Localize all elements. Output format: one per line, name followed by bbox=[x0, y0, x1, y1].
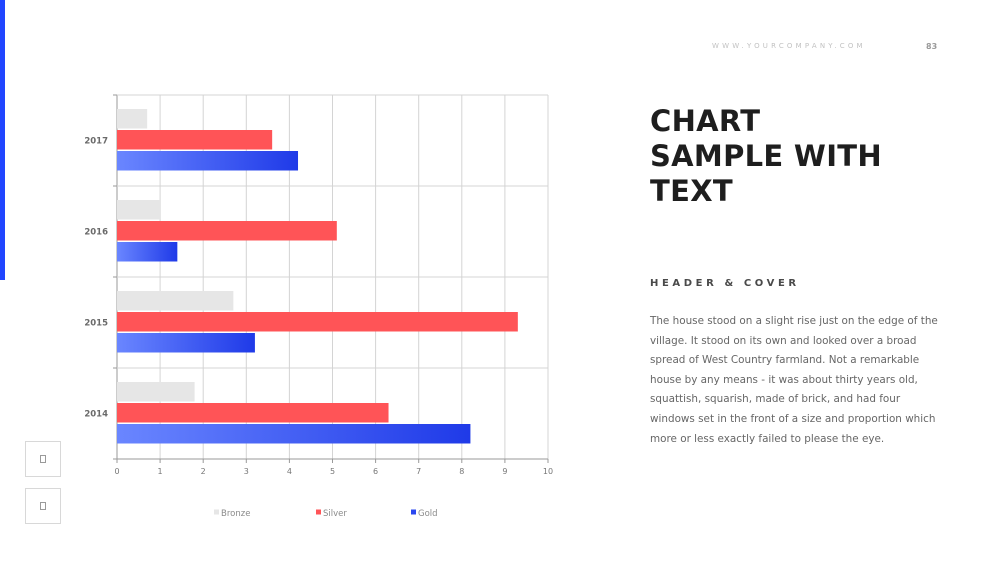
y-category-label: 2014 bbox=[84, 410, 108, 420]
legend-swatch-silver bbox=[316, 509, 321, 515]
x-tick-label: 6 bbox=[373, 467, 378, 476]
legend-label-bronze: Bronze bbox=[221, 509, 250, 519]
placeholder-icon bbox=[40, 455, 46, 463]
bar-chart: 0 1 2 3 4 5 6 7 8 9 10 2017 2016 2015 2014 Bronze Silve… bbox=[84, 94, 553, 519]
page-number: 83 bbox=[926, 42, 938, 51]
legend-swatch-bronze bbox=[214, 509, 219, 515]
slide-title: CHART SAMPLE WITH TEXT bbox=[650, 104, 950, 209]
section-header: HEADER & COVER bbox=[650, 278, 800, 289]
bar-bronze-2016 bbox=[117, 200, 161, 220]
x-tick-label: 10 bbox=[543, 467, 553, 476]
x-tick-label: 4 bbox=[287, 467, 292, 476]
bar-gold-2016 bbox=[117, 242, 178, 262]
bar-bronze-2014 bbox=[117, 382, 195, 402]
next-slide-button[interactable] bbox=[25, 488, 61, 524]
x-tick-label: 0 bbox=[114, 467, 119, 476]
x-tick-label: 5 bbox=[330, 467, 335, 476]
bar-silver-2014 bbox=[117, 403, 389, 423]
bar-gold-2017 bbox=[117, 151, 299, 171]
title-line-3: TEXT bbox=[650, 174, 733, 208]
bar-bronze-2017 bbox=[117, 109, 148, 129]
y-category-label: 2017 bbox=[84, 137, 108, 147]
legend-label-gold: Gold bbox=[418, 509, 438, 519]
legend-label-silver: Silver bbox=[323, 509, 347, 519]
bar-gold-2014 bbox=[117, 424, 471, 444]
body-paragraph: The house stood on a slight rise just on… bbox=[650, 315, 938, 445]
title-line-1: CHART bbox=[650, 104, 761, 138]
previous-slide-button[interactable] bbox=[25, 441, 61, 477]
placeholder-icon bbox=[40, 502, 46, 510]
y-category-label: 2016 bbox=[84, 228, 108, 238]
bar-silver-2015 bbox=[117, 312, 518, 332]
accent-bar bbox=[0, 0, 5, 280]
bar-gold-2015 bbox=[117, 333, 255, 353]
bar-silver-2017 bbox=[117, 130, 273, 150]
x-tick-label: 7 bbox=[416, 467, 421, 476]
x-tick-label: 2 bbox=[201, 467, 206, 476]
company-website[interactable]: WWW.YOURCOMPANY.COM bbox=[712, 42, 866, 50]
y-category-label: 2015 bbox=[84, 319, 108, 329]
x-tick-label: 9 bbox=[502, 467, 507, 476]
x-tick-label: 3 bbox=[244, 467, 249, 476]
x-tick-label: 1 bbox=[158, 467, 163, 476]
title-line-2: SAMPLE WITH bbox=[650, 139, 882, 173]
bar-bronze-2015 bbox=[117, 291, 234, 311]
legend-swatch-gold bbox=[411, 509, 416, 515]
bar-silver-2016 bbox=[117, 221, 337, 241]
x-tick-label: 8 bbox=[459, 467, 464, 476]
